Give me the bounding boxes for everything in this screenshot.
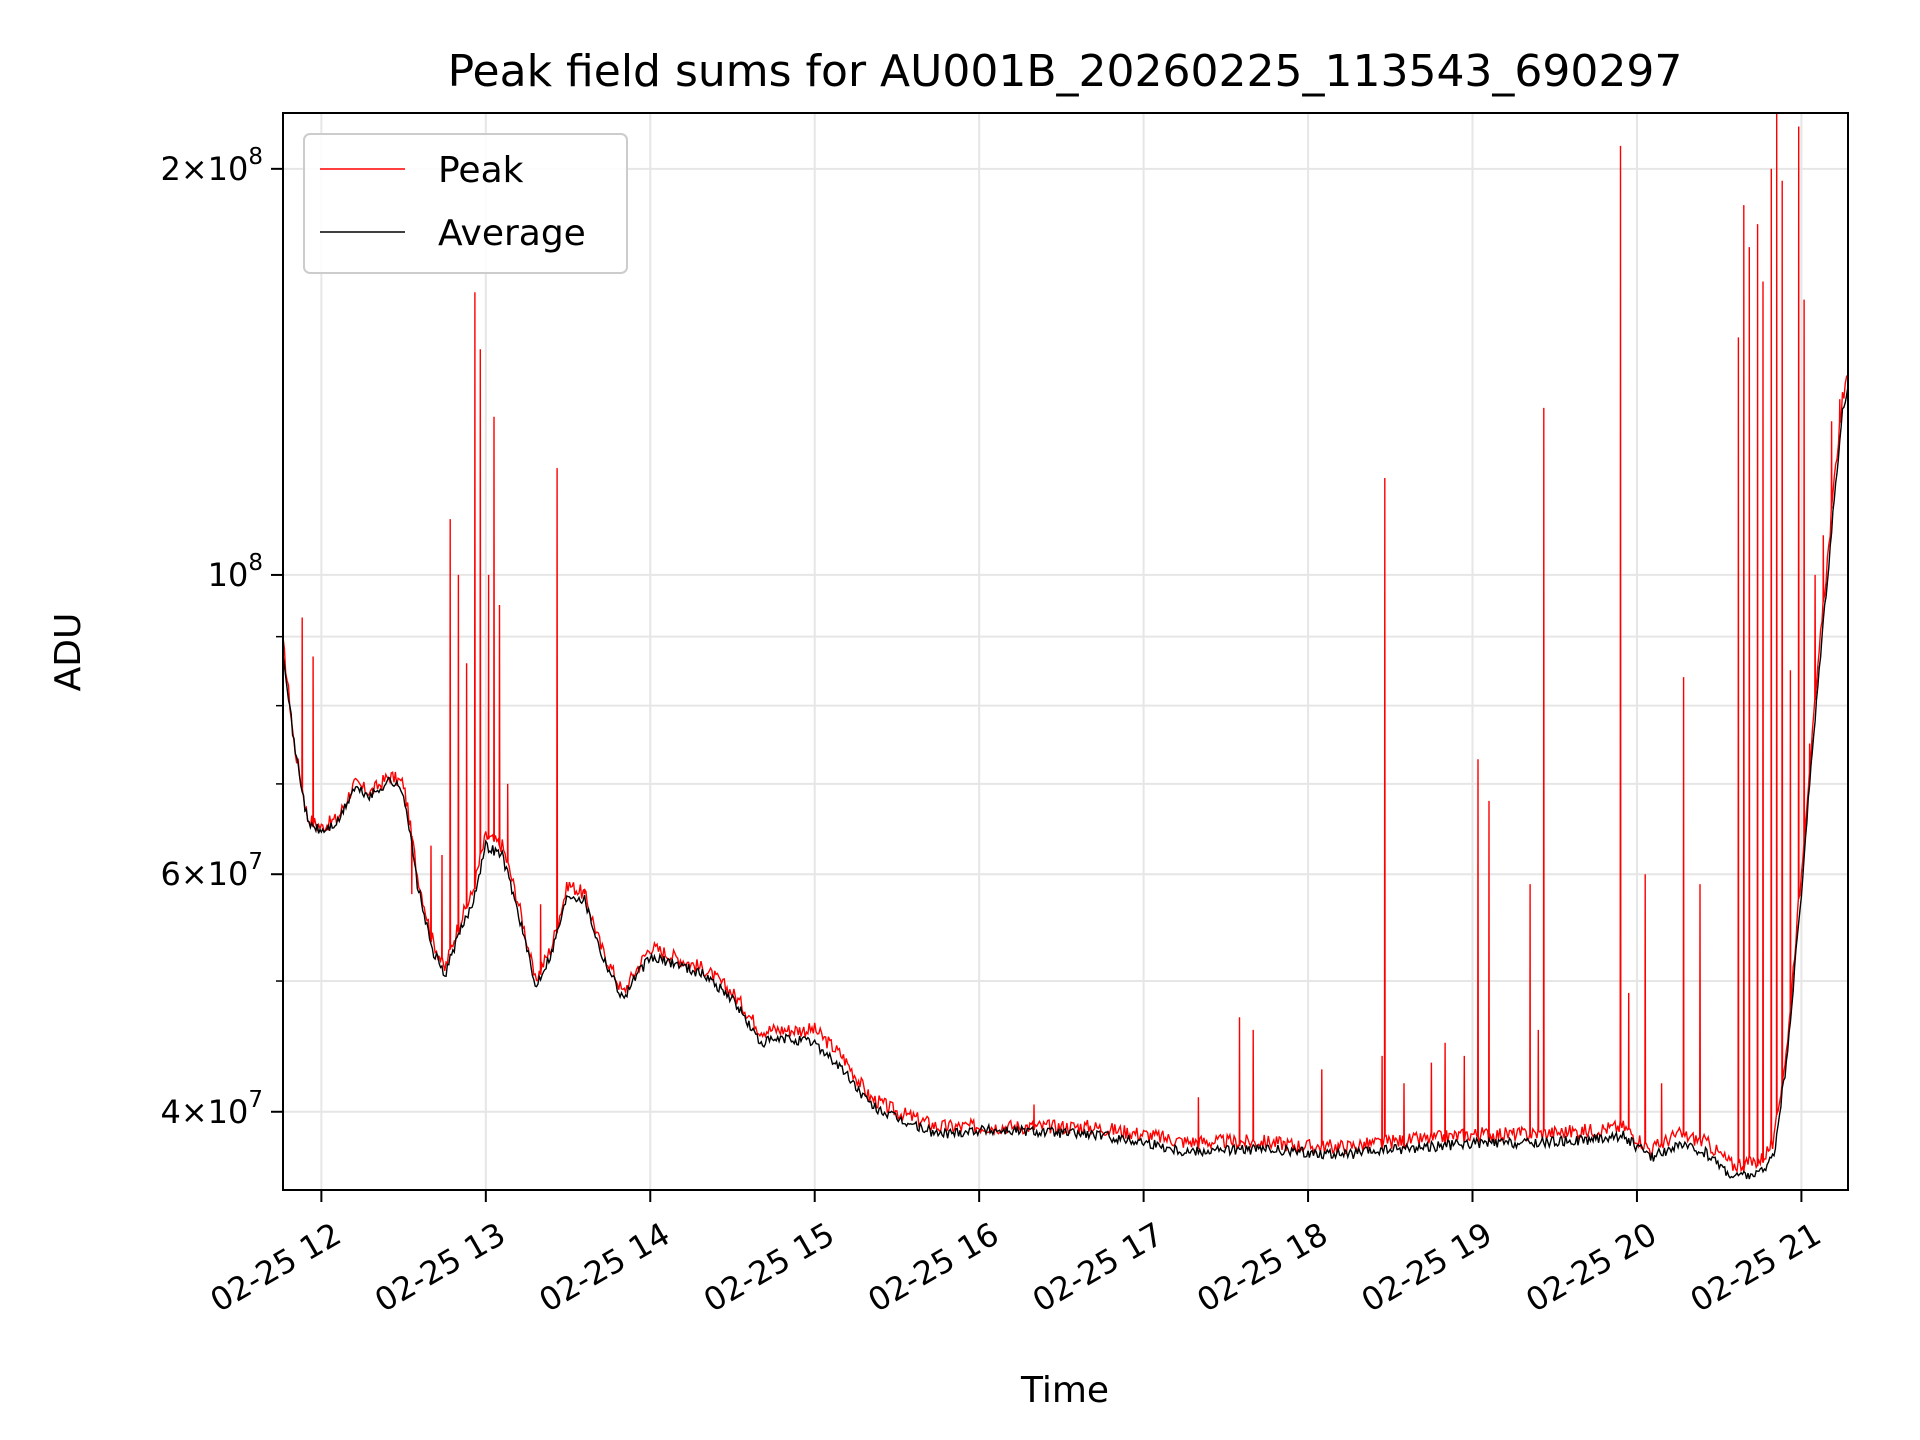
x-tick-label: 02-25 13: [368, 1215, 512, 1320]
series-line-peak: [283, 113, 1848, 1174]
x-tick-label: 02-25 15: [697, 1215, 841, 1320]
x-tick-label: 02-25 21: [1684, 1215, 1828, 1320]
x-tick-label: 02-25 14: [533, 1215, 677, 1320]
y-tick-label: 2×108: [160, 144, 263, 188]
plot-area: [283, 113, 1848, 1180]
y-tick-label: 4×107: [160, 1087, 263, 1131]
x-tick-label: 02-25 16: [862, 1215, 1006, 1320]
legend-label-peak: Peak: [438, 150, 524, 191]
grid-lines: [283, 113, 1848, 1190]
y-axis-label: ADU: [48, 613, 89, 692]
y-tick-label: 108: [208, 550, 263, 594]
x-axis-label: Time: [1020, 1370, 1109, 1411]
x-tick-label: 02-25 18: [1190, 1215, 1334, 1320]
legend: Peak Average: [303, 133, 628, 274]
y-axis-ticks: 2×108 108 6×107 4×107: [160, 144, 283, 1131]
y-tick-label: 6×107: [160, 849, 263, 893]
legend-label-average: Average: [438, 213, 586, 254]
series-layer: [283, 113, 1848, 1180]
x-tick-label: 02-25 19: [1355, 1215, 1499, 1320]
chart-title: Peak field sums for AU001B_20260225_1135…: [448, 46, 1683, 97]
x-tick-label: 02-25 20: [1519, 1215, 1663, 1320]
x-tick-label: 02-25 12: [204, 1215, 348, 1320]
x-axis-ticks: 02-25 12 02-25 13 02-25 14 02-25 15 02-25 16…: [204, 1190, 1828, 1320]
x-tick-label: 02-25 17: [1026, 1215, 1170, 1320]
series-line-average: [283, 386, 1848, 1180]
plot-frame: [282, 112, 1849, 1191]
